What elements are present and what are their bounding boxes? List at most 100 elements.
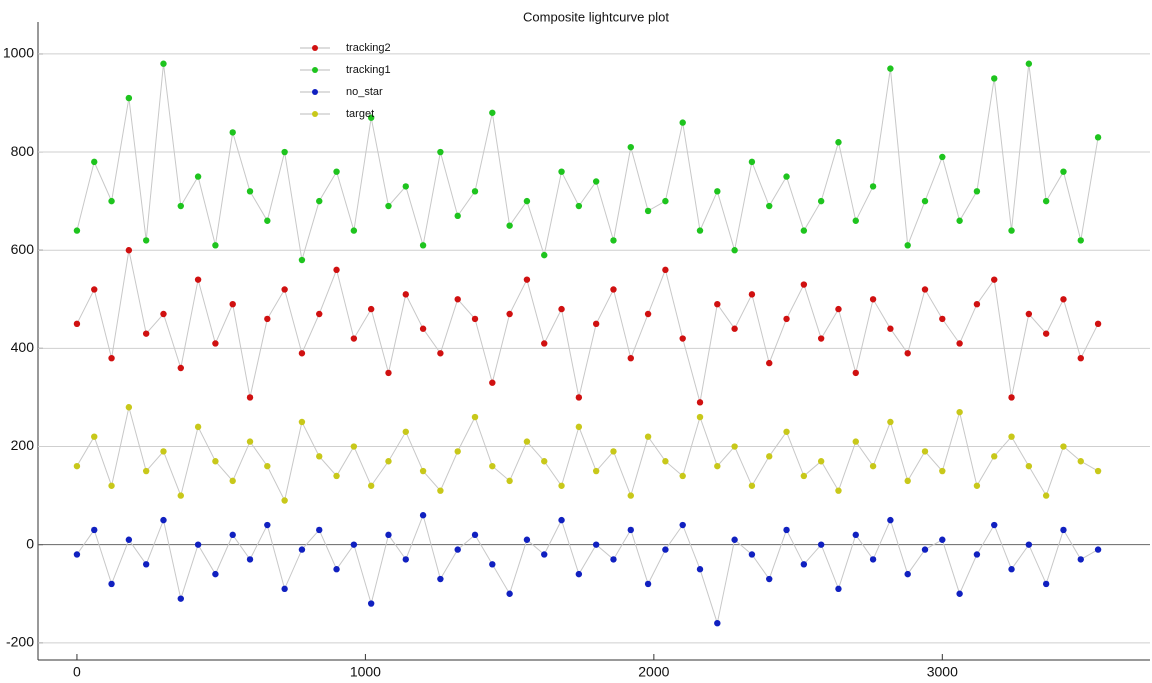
data-point	[419, 325, 427, 332]
data-point	[91, 286, 98, 293]
data-point	[1094, 467, 1102, 475]
data-point	[1077, 237, 1084, 244]
data-point	[506, 222, 513, 229]
data-point	[731, 443, 738, 450]
data-point	[142, 330, 150, 337]
data-point	[991, 276, 998, 283]
data-point	[541, 340, 548, 347]
data-point	[817, 197, 825, 205]
legend-marker	[312, 67, 318, 73]
data-point	[281, 148, 288, 156]
data-point	[298, 350, 306, 357]
data-point	[177, 492, 184, 499]
data-point	[696, 227, 704, 234]
y-tick-label: 200	[11, 437, 35, 453]
data-point	[766, 359, 773, 367]
data-point	[385, 531, 392, 539]
data-point	[471, 188, 479, 195]
data-point	[679, 119, 686, 126]
data-point	[1077, 458, 1084, 465]
y-tick-label: 0	[26, 535, 34, 551]
data-point	[679, 472, 686, 480]
data-point	[748, 291, 756, 298]
data-point	[800, 472, 808, 480]
data-point	[454, 448, 461, 455]
data-point	[1025, 310, 1033, 318]
data-point	[471, 315, 479, 323]
data-point	[1060, 168, 1067, 175]
data-point	[367, 600, 375, 607]
data-point	[160, 60, 167, 67]
legend-label: tracking1	[346, 64, 391, 76]
data-point	[783, 173, 790, 180]
data-point	[108, 197, 115, 205]
data-point	[316, 310, 323, 318]
data-point	[1060, 443, 1067, 450]
data-point	[939, 536, 946, 543]
data-point	[627, 143, 634, 151]
data-point	[1094, 134, 1102, 141]
x-tick-label: 2000	[638, 664, 669, 680]
data-point	[419, 512, 427, 519]
data-point	[575, 570, 583, 578]
data-point	[575, 423, 583, 431]
grid: -200 0 200 400 600 800 1000 0 1000 2000 3000	[3, 22, 1150, 680]
data-point	[91, 433, 98, 440]
data-point	[402, 183, 409, 190]
data-point	[350, 227, 358, 234]
data-point	[1008, 227, 1015, 234]
data-point	[350, 335, 358, 342]
data-point	[91, 158, 98, 166]
data-point	[367, 305, 375, 313]
data-point	[956, 217, 963, 224]
data-point	[229, 477, 236, 485]
y-tick-label: 1000	[3, 45, 34, 61]
data-point	[142, 237, 150, 244]
data-point	[973, 482, 981, 489]
data-point	[264, 521, 271, 529]
data-point	[575, 394, 583, 401]
data-point	[333, 266, 340, 274]
data-point	[108, 482, 115, 489]
data-point	[125, 536, 133, 543]
data-point	[766, 453, 773, 460]
data-point	[921, 197, 929, 205]
data-point	[523, 536, 531, 543]
data-point	[887, 418, 894, 426]
data-point	[316, 453, 323, 460]
data-point	[558, 168, 565, 175]
data-point	[592, 320, 600, 328]
data-point	[437, 575, 444, 583]
data-point	[212, 340, 219, 347]
data-point	[852, 531, 859, 539]
data-point	[402, 428, 409, 435]
data-point	[766, 575, 773, 583]
data-point	[177, 595, 184, 602]
data-point	[350, 443, 358, 450]
data-point	[731, 247, 738, 254]
data-point	[869, 296, 877, 303]
data-point	[246, 188, 254, 195]
data-point	[852, 369, 859, 377]
data-point	[627, 492, 634, 499]
data-point	[731, 325, 738, 332]
data-point	[108, 354, 115, 362]
data-point	[644, 433, 652, 440]
data-point	[125, 404, 133, 411]
data-point	[229, 300, 236, 308]
data-point	[523, 276, 531, 283]
data-point	[558, 482, 565, 489]
legend-label: target	[346, 108, 374, 120]
data-point	[246, 556, 254, 563]
data-point	[1077, 556, 1084, 563]
data-point	[973, 551, 981, 558]
data-point	[419, 242, 427, 249]
data-point	[1008, 394, 1015, 401]
y-tick-label: 600	[11, 241, 35, 257]
data-point	[869, 183, 877, 190]
data-point	[367, 482, 375, 489]
data-point	[471, 413, 479, 421]
data-point	[437, 487, 444, 494]
